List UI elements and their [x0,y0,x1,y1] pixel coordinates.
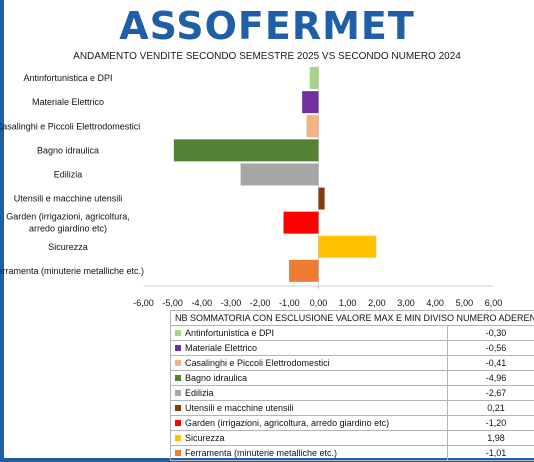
table-row: Casalinghi e Piccoli Elettrodomestici -0,… [169,355,534,371]
bar [318,235,377,258]
x-tick-label: -3,00 [221,298,242,308]
legend-swatch [175,330,181,336]
table-row-label: Sicurezza [185,433,225,443]
bar [302,91,319,114]
category-label: Ferramenta (minuterie metalliche etc.) [0,266,144,276]
table-row-label: Antinfortunistica e DPI [185,328,275,338]
category-label: Utensili e macchine utensili [14,194,123,204]
table-label-cell: Antinfortunistica e DPI [169,325,449,341]
x-tick-label: 2,00 [368,298,386,308]
assofermet-logo: ASSOFERMET [119,4,415,48]
x-tick-label: -5,00 [162,298,183,308]
table-label-cell: Bagno idraulica [169,370,449,386]
legend-swatch [175,390,181,396]
x-tick-label: 3,00 [397,298,415,308]
bar [306,115,319,138]
table-row-label: Materiale Elettrico [185,343,258,353]
table-row-label: Ferramenta (minuterie metalliche etc.) [185,448,338,458]
table-body: Antinfortunistica e DPI -0,30 Materiale El… [169,325,534,461]
bar-chart: Antinfortunistica e DPI Materiale Elettri… [0,66,502,308]
table-row: Bagno idraulica -4,96 [169,370,534,386]
table-row-value: -2,67 [447,385,534,401]
category-label: Antinfortunistica e DPI [23,73,112,83]
chart-bars [173,67,377,282]
x-tick-label: -4,00 [192,298,213,308]
table-label-cell: Materiale Elettrico [169,340,449,356]
legend-swatch [175,345,181,351]
table-label-cell: Casalinghi e Piccoli Elettrodomestici [169,355,449,371]
table-header-row: NB SOMMATORIA CON ESCLUSIONE VALORE MAX … [169,310,534,326]
left-border [0,0,4,462]
table-header: NB SOMMATORIA CON ESCLUSIONE VALORE MAX … [169,310,534,326]
chart-category-labels: Antinfortunistica e DPI Materiale Elettri… [0,73,144,276]
table-row-value: -0,41 [447,355,534,371]
chart-title: ANDAMENTO VENDITE SECONDO SEMESTRE 2025 … [73,51,461,62]
table-label-cell: Utensili e macchine utensili [169,400,449,416]
legend-swatch [175,435,181,441]
category-label: Edilizia [54,169,83,179]
x-tick-label: -1,00 [279,298,300,308]
table-row-label: Bagno idraulica [185,373,248,383]
legend-swatch [175,360,181,366]
table-row-label: Utensili e macchine utensili [185,403,294,413]
legend-swatch [175,375,181,381]
table-row: Garden (irrigazioni, agricoltura, arredo… [169,415,534,431]
table-row-value: -1,01 [447,445,534,461]
table-label-cell: Ferramenta (minuterie metalliche etc.) [169,445,449,461]
category-label: Materiale Elettrico [32,97,104,107]
x-tick-label: 1,00 [339,298,357,308]
table-row-value: -0,30 [447,325,534,341]
table-row-value: 0,21 [447,400,534,416]
bar [240,163,319,186]
legend-swatch [175,420,181,426]
table-row: Utensili e macchine utensili 0,21 [169,400,534,416]
x-tick-label: 5,00 [456,298,474,308]
table-row-value: 1,98 [447,430,534,446]
x-tick-label: 0,00 [310,298,328,308]
x-tick-label: 4,00 [426,298,444,308]
table-row-label: Garden (irrigazioni, agricoltura, arredo… [185,418,390,428]
category-label: Garden (irrigazioni, agricoltura, arredo … [6,212,130,234]
data-table: NB SOMMATORIA CON ESCLUSIONE VALORE MAX … [169,310,534,461]
table-row-value: -4,96 [447,370,534,386]
bar [309,67,319,90]
x-tick-label: -6,00 [133,298,154,308]
category-label: Casalinghi e Piccoli Elettrodomestici [0,121,140,131]
table-row: Sicurezza 1,98 [169,430,534,446]
table-row-value: -0,56 [447,340,534,356]
x-tick-label: 6,00 [485,298,503,308]
table-label-cell: Edilizia [169,385,449,401]
table-label-cell: Sicurezza [169,430,449,446]
legend-swatch [175,405,181,411]
table-row: Antinfortunistica e DPI -0,30 [169,325,534,341]
bar [289,259,319,282]
table-row: Materiale Elettrico -0,56 [169,340,534,356]
table-row-value: -1,20 [447,415,534,431]
bar [318,187,325,210]
bar [173,139,319,162]
table-row-label: Casalinghi e Piccoli Elettrodomestici [185,358,330,368]
legend-swatch [175,450,181,456]
table-row: Edilizia -2,67 [169,385,534,401]
category-label: Bagno idraulica [37,145,99,155]
category-label: Sicurezza [48,242,88,252]
table-label-cell: Garden (irrigazioni, agricoltura, arredo… [169,415,449,431]
bar [283,211,319,234]
table-row: Ferramenta (minuterie metalliche etc.) -1… [169,445,534,461]
table-row-label: Edilizia [185,388,214,398]
x-tick-label: -2,00 [250,298,271,308]
chart-tick-labels: -6,00 -5,00 -4,00 -3,00 -2,00 -1,00 0,00 1,00 2,… [133,298,502,308]
